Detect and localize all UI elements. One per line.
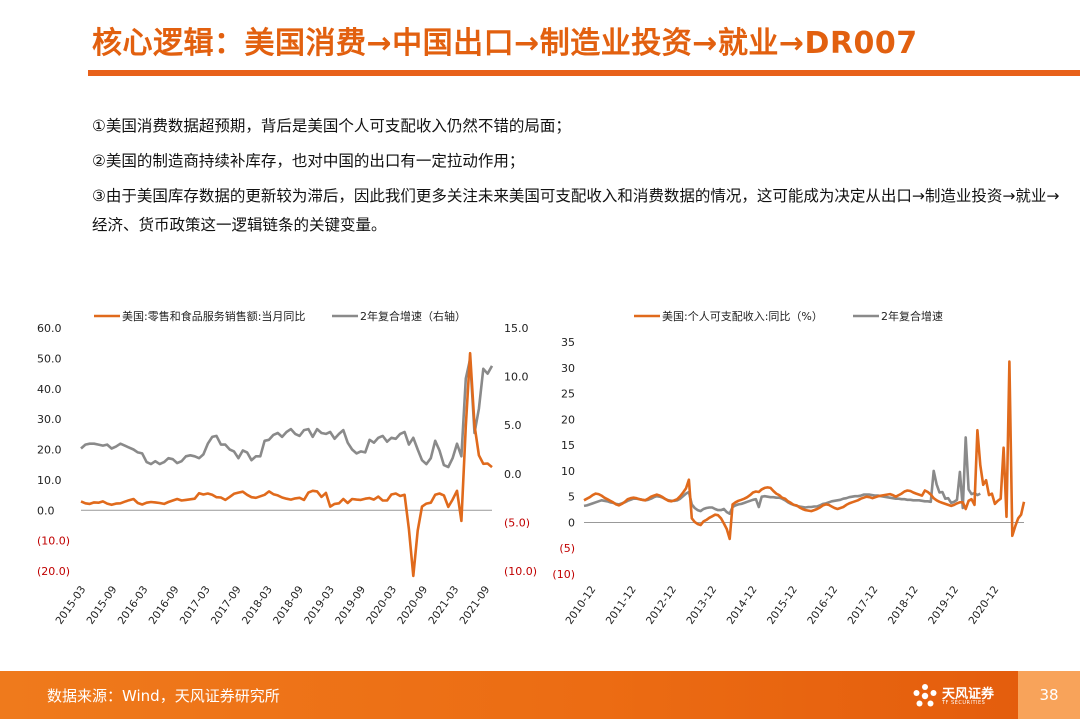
x-tick-label: 2018-03 [240, 584, 275, 627]
bullet-list: ①美国消费数据超预期，背后是美国个人可支配收入仍然不错的局面； ②美国的制造商持… [92, 112, 1062, 246]
y-left-tick-label: 10 [561, 465, 575, 478]
data-source-note: 数据来源：Wind，天风证券研究所 [47, 687, 280, 705]
y-right-tick-label: 5.0 [504, 419, 522, 432]
x-tick-label: 2020-12 [966, 584, 1001, 627]
bullet-item: ②美国的制造商持续补库存，也对中国的出口有一定拉动作用； [92, 152, 525, 170]
x-tick-label: 2016-03 [116, 584, 151, 627]
x-tick-label: 2017-12 [846, 584, 881, 627]
bullet-item: ③由于美国库存数据的更新较为滞后，因此我们更多关注未来美国可支配收入和消费数据的… [92, 187, 1060, 234]
x-tick-label: 2015-03 [53, 584, 88, 627]
retail-sales-chart: 60.0 50.0 40.0 30.0 20.0 10.0 0.0 (10.0) (20.0) 1… [30, 300, 550, 645]
y-left-tick-label: 40.0 [37, 383, 62, 396]
y-left-tick-label: 20 [561, 413, 575, 426]
x-tick-label: 2021-03 [426, 584, 461, 627]
x-tick-label: 2018-12 [886, 584, 921, 627]
y-left-tick-label: 10.0 [37, 474, 62, 487]
title-divider [88, 70, 1080, 76]
x-tick-label: 2014-12 [725, 584, 760, 627]
y-left-tick-label: 0.0 [37, 504, 55, 517]
x-tick-label: 2018-09 [271, 584, 306, 627]
series-line [583, 360, 1026, 541]
series-line [80, 357, 494, 469]
y-left-tick-label: (5) [559, 542, 575, 555]
x-tick-label: 2021-09 [457, 584, 492, 627]
page-title: 核心逻辑：美国消费→中国出口→制造业投资→就业→DR007 [92, 26, 918, 61]
y-left-tick-label: (10) [552, 568, 575, 581]
x-tick-label: 2017-09 [209, 584, 244, 627]
y-left-tick-label: (20.0) [37, 565, 70, 578]
legend-label: 2年复合增速 [881, 309, 943, 323]
x-tick-label: 2012-12 [644, 584, 679, 627]
disposable-income-chart: 35 30 25 20 15 10 5 0 (5) (10) 2010-12 2011-12 2012-… [548, 300, 1068, 645]
x-tick-label: 2019-12 [926, 584, 961, 627]
y-right-tick-label: 15.0 [504, 322, 529, 335]
disposable-income-chart-svg: 35 30 25 20 15 10 5 0 (5) (10) 2010-12 2011-12 2012-… [552, 309, 1026, 627]
x-tick-label: 2020-03 [364, 584, 399, 627]
legend-label: 美国:零售和食品服务销售额:当月同比 [122, 309, 305, 323]
y-left-tick-label: 20.0 [37, 444, 62, 457]
y-right-tick-label: (5.0) [504, 516, 530, 529]
footer-bar: 数据来源：Wind，天风证券研究所 天风证券 TF SECURITIES 38 [0, 671, 1080, 719]
y-left-tick-label: 30.0 [37, 413, 62, 426]
series-line [80, 351, 493, 578]
x-tick-label: 2015-09 [85, 584, 120, 627]
y-left-tick-label: 30 [561, 362, 575, 375]
x-tick-label: 2011-12 [604, 584, 639, 627]
y-left-tick-label: 35 [561, 336, 575, 349]
tf-securities-logo: 天风证券 TF SECURITIES [912, 681, 1012, 711]
y-right-tick-label: 10.0 [504, 371, 529, 384]
y-left-tick-label: 60.0 [37, 322, 62, 335]
tf-securities-logo-icon [913, 684, 937, 707]
legend-label: 美国:个人可支配收入:同比（%） [662, 309, 823, 323]
series-line [583, 436, 981, 515]
bullet-item: ①美国消费数据超预期，背后是美国个人可支配收入仍然不错的局面； [92, 117, 571, 135]
y-left-tick-label: 25 [561, 388, 575, 401]
page-number: 38 [1018, 671, 1080, 719]
y-left-tick-label: 0 [568, 516, 575, 529]
y-left-tick-label: 50.0 [37, 352, 62, 365]
x-tick-label: 2020-09 [395, 584, 430, 627]
x-tick-label: 2019-03 [302, 584, 337, 627]
logo-subtitle: TF SECURITIES [942, 700, 986, 706]
y-left-tick-label: 15 [561, 439, 575, 452]
x-tick-label: 2015-12 [765, 584, 800, 627]
legend-label: 2年复合增速（右轴） [360, 309, 466, 323]
x-tick-label: 2016-09 [147, 584, 182, 627]
x-tick-label: 2010-12 [563, 584, 598, 627]
y-left-tick-label: 5 [568, 491, 575, 504]
y-right-tick-label: 0.0 [504, 468, 522, 481]
x-tick-label: 2019-09 [333, 584, 368, 627]
x-tick-label: 2016-12 [805, 584, 840, 627]
y-right-tick-label: (10.0) [504, 565, 537, 578]
logo-wordmark: 天风证券 [942, 687, 995, 702]
x-tick-label: 2013-12 [684, 584, 719, 627]
retail-sales-chart-svg: 60.0 50.0 40.0 30.0 20.0 10.0 0.0 (10.0) (20.0) 1… [37, 309, 537, 627]
y-left-tick-label: (10.0) [37, 535, 70, 548]
x-tick-label: 2017-03 [178, 584, 213, 627]
